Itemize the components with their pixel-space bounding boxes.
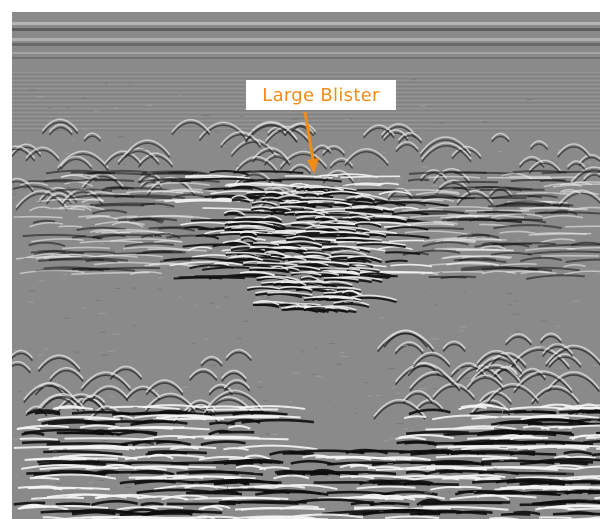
annotation-label: Large Blister	[246, 80, 396, 110]
radar-texture	[12, 12, 600, 519]
annotation-text: Large Blister	[262, 84, 380, 106]
